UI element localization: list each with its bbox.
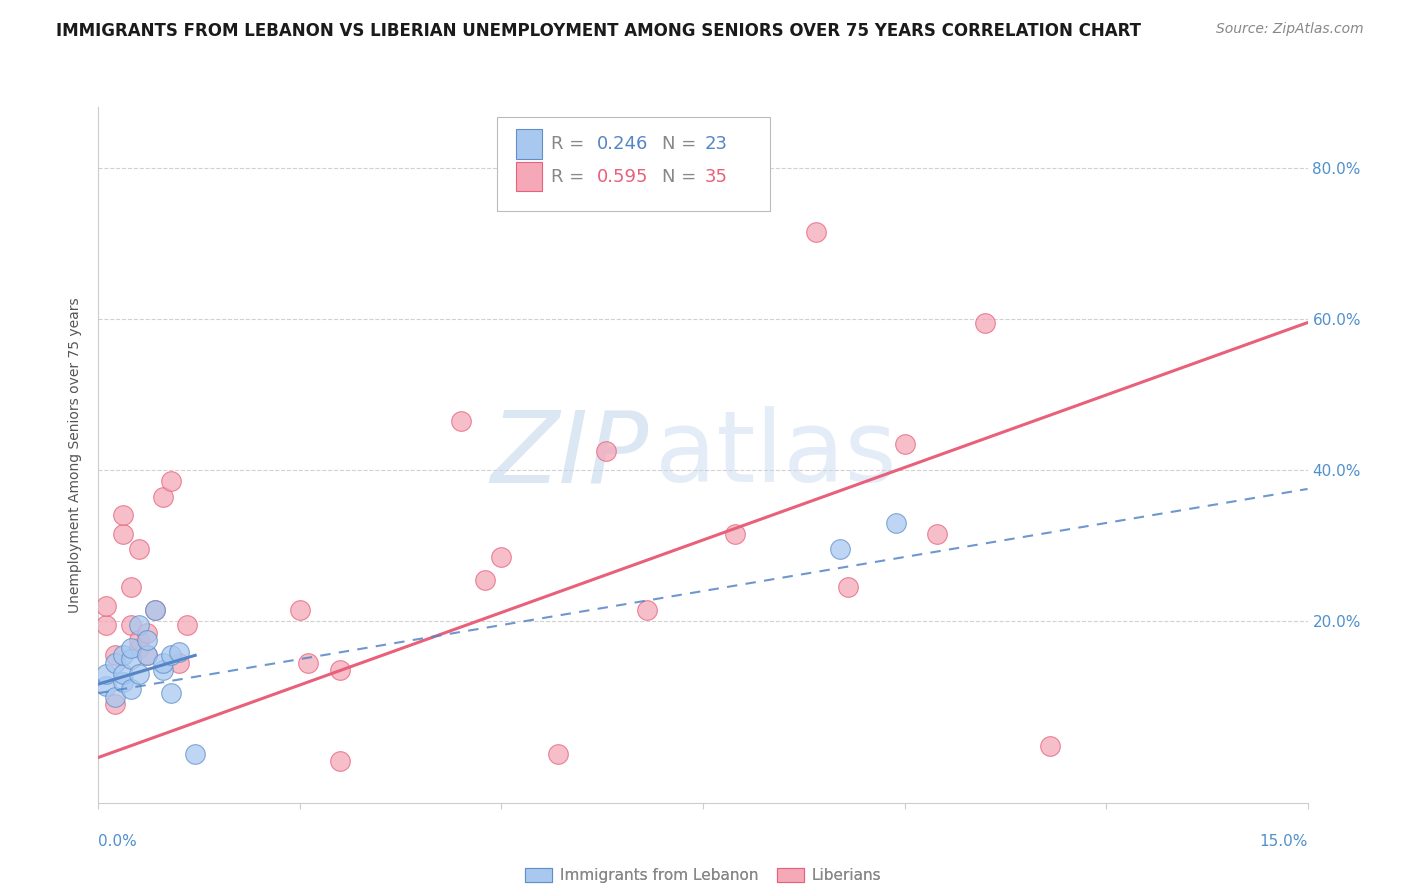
Point <box>804 225 827 239</box>
Point <box>143 603 166 617</box>
Text: 35: 35 <box>704 168 727 186</box>
Point <box>120 652 142 666</box>
Point <box>160 475 183 489</box>
Legend: Immigrants from Lebanon, Liberians: Immigrants from Lebanon, Liberians <box>519 862 887 889</box>
Text: N =: N = <box>662 168 702 186</box>
Point <box>135 648 157 663</box>
Point <box>474 573 496 587</box>
Text: R =: R = <box>551 168 589 186</box>
Point <box>135 633 157 648</box>
Point <box>491 549 513 564</box>
Point <box>111 667 134 681</box>
Point <box>288 603 311 617</box>
Point <box>120 640 142 655</box>
Point <box>152 656 174 670</box>
Point <box>167 644 190 658</box>
Text: N =: N = <box>662 135 702 153</box>
Point <box>152 490 174 504</box>
Point <box>128 633 150 648</box>
FancyBboxPatch shape <box>498 118 769 211</box>
Point <box>152 664 174 678</box>
Point <box>103 656 125 670</box>
Point <box>160 648 183 663</box>
Point <box>1039 739 1062 753</box>
Bar <box>516 129 543 159</box>
Point <box>837 580 859 594</box>
Point <box>636 603 658 617</box>
Point <box>160 686 183 700</box>
Point <box>111 508 134 523</box>
Point <box>103 648 125 663</box>
Point <box>120 682 142 697</box>
Point <box>176 618 198 632</box>
Point <box>886 516 908 530</box>
Point <box>96 599 118 614</box>
Point <box>184 747 207 761</box>
Point <box>143 603 166 617</box>
Point <box>111 648 134 663</box>
Point <box>450 414 472 428</box>
Point <box>329 664 352 678</box>
Point <box>167 656 190 670</box>
Point <box>103 698 125 712</box>
Point <box>974 316 997 330</box>
Text: 0.595: 0.595 <box>596 168 648 186</box>
Text: Source: ZipAtlas.com: Source: ZipAtlas.com <box>1216 22 1364 37</box>
Text: atlas: atlas <box>655 407 896 503</box>
Point <box>120 580 142 594</box>
Text: 0.0%: 0.0% <box>98 834 138 849</box>
Point <box>297 656 319 670</box>
Point <box>96 618 118 632</box>
Point <box>128 618 150 632</box>
Point <box>925 527 948 541</box>
Point <box>724 527 747 541</box>
Point <box>120 618 142 632</box>
Point <box>111 674 134 689</box>
Point <box>547 747 569 761</box>
Text: R =: R = <box>551 135 589 153</box>
Point <box>828 542 851 557</box>
Point <box>128 667 150 681</box>
Point <box>329 754 352 768</box>
Point <box>96 679 118 693</box>
Text: 0.246: 0.246 <box>596 135 648 153</box>
Y-axis label: Unemployment Among Seniors over 75 years: Unemployment Among Seniors over 75 years <box>69 297 83 613</box>
Point <box>103 690 125 704</box>
Text: 23: 23 <box>704 135 727 153</box>
Point <box>96 667 118 681</box>
Text: ZIP: ZIP <box>491 407 648 503</box>
Point <box>135 625 157 640</box>
Point <box>128 640 150 655</box>
Text: 15.0%: 15.0% <box>1260 834 1308 849</box>
Point <box>595 444 617 458</box>
Point <box>111 527 134 541</box>
Point <box>128 542 150 557</box>
Point <box>893 436 915 450</box>
Bar <box>516 162 543 191</box>
Text: IMMIGRANTS FROM LEBANON VS LIBERIAN UNEMPLOYMENT AMONG SENIORS OVER 75 YEARS COR: IMMIGRANTS FROM LEBANON VS LIBERIAN UNEM… <box>56 22 1142 40</box>
Point <box>135 648 157 663</box>
